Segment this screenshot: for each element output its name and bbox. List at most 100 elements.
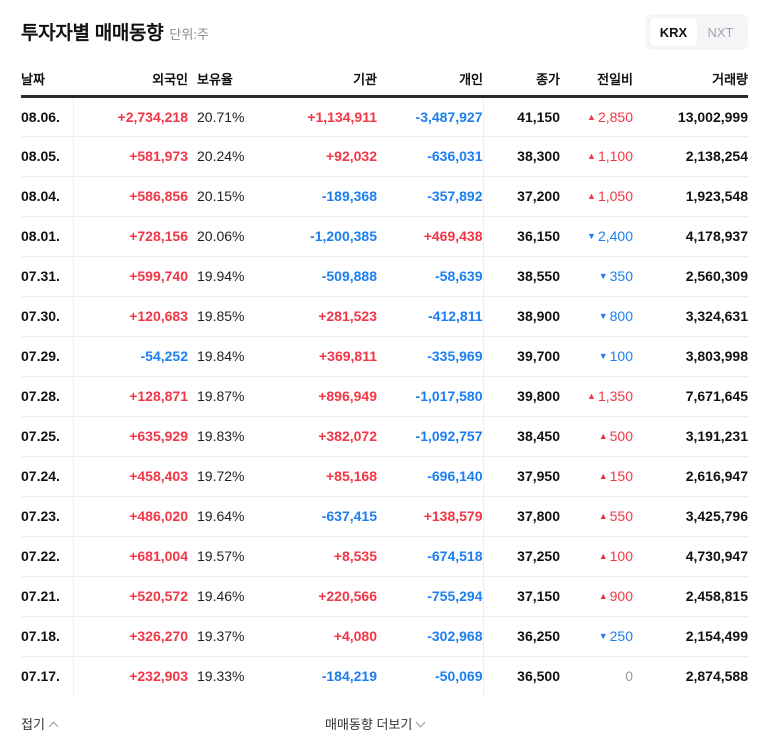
change-value: 2,400 <box>597 228 633 244</box>
cell-close: 36,500 <box>517 668 560 685</box>
cell-holding: 19.33% <box>197 668 245 685</box>
cell-change: ▲ 1,050 <box>560 176 633 217</box>
cell-close: 37,200 <box>483 176 560 217</box>
cell-individual: -674,518 <box>377 536 484 577</box>
table-row: 08.06. +2,734,218 20.71% +1,134,911 -3,487,9… <box>21 96 748 137</box>
cell-date: 07.24. <box>21 456 74 497</box>
cell-volume: 3,191,231 <box>633 416 748 457</box>
fold-button[interactable]: 접기 <box>21 714 59 733</box>
cell-change: ▼ 350 <box>560 256 633 297</box>
cell-foreign: +232,903 <box>129 668 188 685</box>
triangle-up-icon: ▲ <box>587 111 596 122</box>
tab-nxt[interactable]: NXT <box>707 24 734 40</box>
triangle-up-icon: ▲ <box>587 151 596 161</box>
cell-institution: +8,535 <box>249 536 377 577</box>
change-value: 250 <box>609 628 633 644</box>
cell-individual: -357,892 <box>377 176 484 217</box>
cell-foreign: +586,856 <box>73 176 188 217</box>
exchange-toggle: KRX NXT <box>646 14 748 50</box>
unit-label: 단위:주 <box>169 27 209 42</box>
change-value: 100 <box>609 548 633 564</box>
change-value: 1,050 <box>597 188 633 204</box>
cell-individual: -636,031 <box>377 136 484 177</box>
triangle-up-icon: ▲ <box>587 391 596 401</box>
cell-institution: -637,415 <box>249 496 377 537</box>
cell-volume: 4,178,937 <box>633 216 748 257</box>
triangle-down-icon: ▼ <box>598 351 608 361</box>
cell-volume: 3,324,631 <box>633 296 748 337</box>
cell-institution: -509,888 <box>249 256 377 297</box>
more-label: 매매동향 더보기 <box>325 717 413 732</box>
cell-foreign: +2,734,218 <box>73 96 188 137</box>
table-row: 07.30. +120,683 19.85% +281,523 -412,811 38,9… <box>21 296 748 337</box>
more-trading-button[interactable]: 매매동향 더보기 <box>325 714 426 733</box>
change-value: 800 <box>609 308 633 324</box>
table-row: 07.24. +458,403 19.72% +85,168 -696,140 37,95… <box>21 456 748 497</box>
section-header: 투자자별 매매동향 단위:주 KRX NXT <box>21 14 748 54</box>
cell-holding: 19.84% <box>188 336 249 377</box>
triangle-down-icon: ▼ <box>598 631 608 641</box>
cell-foreign: +728,156 <box>73 216 188 257</box>
triangle-up-icon: ▲ <box>587 191 596 201</box>
cell-institution: +1,134,911 <box>249 96 377 137</box>
cell-close: 36,150 <box>483 216 560 257</box>
table-header-row: 날짜 외국인 보유율 기관 개인 종가 전일비 거래량 <box>21 62 748 98</box>
cell-close: 37,250 <box>483 536 560 577</box>
tab-krx[interactable]: KRX <box>650 18 697 46</box>
col-header-individual: 개인 <box>377 62 483 98</box>
cell-close: 41,150 <box>483 96 560 137</box>
cell-change: ▲ 1,350 <box>560 376 633 417</box>
cell-holding: 19.46% <box>188 576 249 617</box>
cell-change: ▲ 550 <box>560 496 633 537</box>
cell-change: ▲ 500 <box>560 416 633 457</box>
table-row: 07.22. +681,004 19.57% +8,535 -674,518 37,250… <box>21 536 748 577</box>
cell-date: 07.30. <box>21 296 74 337</box>
table-row: 07.31. +599,740 19.94% -509,888 -58,639 38,55… <box>21 256 748 297</box>
cell-institution: +382,072 <box>249 416 377 457</box>
cell-individual: -50,069 <box>377 656 484 696</box>
cell-institution: +281,523 <box>249 296 377 337</box>
col-header-date: 날짜 <box>21 62 73 98</box>
change-value: 100 <box>609 348 633 364</box>
col-header-institution: 기관 <box>249 62 377 98</box>
change-value: 1,350 <box>597 388 633 404</box>
change-value: 0 <box>625 668 633 685</box>
table-row: 08.05. +581,973 20.24% +92,032 -636,031 38,30… <box>21 136 748 177</box>
cell-foreign: +520,572 <box>73 576 188 617</box>
cell-date: 08.05. <box>21 136 74 177</box>
triangle-up-icon: ▲ <box>598 551 608 561</box>
cell-date: 08.06. <box>21 96 74 137</box>
cell-foreign: +486,020 <box>73 496 188 537</box>
triangle-up-icon: ▲ <box>598 591 608 601</box>
cell-close: 38,550 <box>483 256 560 297</box>
table-row: 08.04. +586,856 20.15% -189,368 -357,892 37,2… <box>21 176 748 217</box>
cell-holding: 19.83% <box>188 416 249 457</box>
cell-foreign: +635,929 <box>73 416 188 457</box>
chevron-up-icon <box>48 721 59 731</box>
col-header-foreign: 외국인 <box>73 62 188 98</box>
chevron-down-icon <box>415 717 426 727</box>
cell-date: 08.04. <box>21 176 74 217</box>
cell-volume: 2,874,588 <box>685 668 748 685</box>
cell-foreign: +326,270 <box>73 616 188 657</box>
change-value: 350 <box>609 268 633 284</box>
table-row: 07.28. +128,871 19.87% +896,949 -1,017,580 39… <box>21 376 748 417</box>
triangle-down-icon: ▼ <box>587 231 596 241</box>
cell-institution: -1,200,385 <box>249 216 377 257</box>
cell-date: 07.31. <box>21 256 74 297</box>
cell-change: ▼ 250 <box>560 616 633 657</box>
cell-close: 37,150 <box>483 576 560 617</box>
triangle-up-icon: ▲ <box>598 431 608 441</box>
cell-individual: +138,579 <box>377 496 484 537</box>
fold-label: 접기 <box>21 717 45 732</box>
cell-date: 07.28. <box>21 376 74 417</box>
col-header-holding: 보유율 <box>188 62 249 98</box>
cell-foreign: +581,973 <box>73 136 188 177</box>
cell-holding: 19.94% <box>188 256 249 297</box>
cell-foreign: -54,252 <box>73 336 188 377</box>
col-header-volume: 거래량 <box>633 62 748 98</box>
cell-holding: 19.72% <box>188 456 249 497</box>
cell-institution: +369,811 <box>249 336 377 377</box>
table-row: 07.17. +232,903 19.33% -184,219 -50,069 36,50… <box>21 656 748 696</box>
cell-close: 39,700 <box>483 336 560 377</box>
